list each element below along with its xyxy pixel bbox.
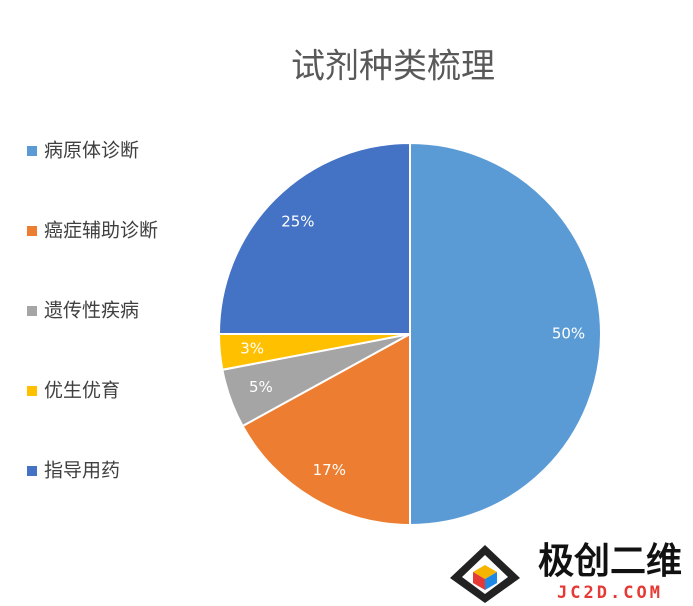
- legend-label: 癌症辅助诊断: [44, 220, 158, 242]
- legend-swatch: [27, 466, 37, 476]
- legend-label: 指导用药: [44, 460, 120, 482]
- data-label: 50%: [552, 325, 585, 343]
- watermark: 极创二维 JC2D.COM: [450, 541, 682, 603]
- data-label: 5%: [249, 378, 273, 396]
- data-label: 3%: [240, 339, 264, 357]
- legend-swatch: [27, 386, 37, 396]
- watermark-url: JC2D.COM: [557, 583, 663, 603]
- watermark-name: 极创二维: [538, 541, 682, 582]
- legend-swatch: [27, 226, 37, 236]
- pie-slice: [409, 141, 602, 527]
- pie-slice: [241, 332, 411, 527]
- logo-cube-right: [485, 572, 497, 590]
- chart-title: 试剂种类梳理: [291, 47, 495, 87]
- pie-slice: [217, 141, 411, 335]
- legend-label: 病原体诊断: [44, 140, 139, 162]
- legend-label: 遗传性疾病: [44, 300, 139, 322]
- legend-swatch: [27, 146, 37, 156]
- data-label: 17%: [313, 461, 346, 479]
- legend-label: 优生优育: [44, 380, 120, 402]
- data-label: 25%: [281, 212, 314, 230]
- logo-cube-left: [473, 572, 485, 590]
- legend-swatch: [27, 306, 37, 316]
